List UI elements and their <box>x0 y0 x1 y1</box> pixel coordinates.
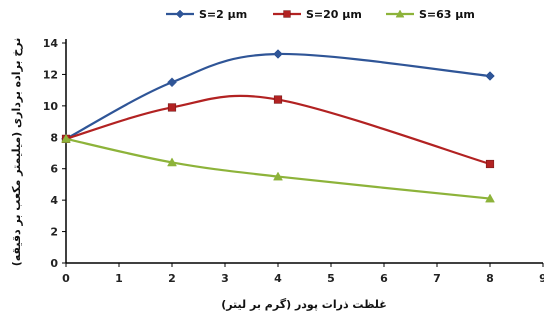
x-tick-label: 4 <box>274 272 282 285</box>
legend-item-1: S=20 µm <box>273 8 362 21</box>
series-layer <box>61 49 495 203</box>
y-tick-label: 12 <box>43 68 58 81</box>
data-point-2-0 <box>61 133 71 143</box>
legend-marker-1 <box>283 10 291 18</box>
data-point-1-1 <box>167 103 177 112</box>
data-point-1-3 <box>485 159 495 169</box>
data-point-2-1 <box>167 157 177 167</box>
x-tick-label: 9 <box>539 272 544 285</box>
y-tick-label: 4 <box>50 194 58 207</box>
series-line-2 <box>65 137 491 200</box>
x-tick-label: 5 <box>327 272 335 285</box>
data-point-0-2 <box>273 49 283 59</box>
y-tick-label: 8 <box>50 131 58 144</box>
x-tick-label: 8 <box>486 272 494 285</box>
series-2 <box>61 133 495 203</box>
y-axis-label: نرخ براده برداری (میلیمتر مکعب بر دقیقه) <box>10 38 23 267</box>
data-point-0-3 <box>485 71 495 81</box>
legend-label-0: S=2 µm <box>199 8 247 21</box>
legend: S=2 µm S=20 µm S=63 µm <box>166 8 475 21</box>
legend-item-2: S=63 µm <box>386 8 475 21</box>
x-tick-label: 7 <box>433 272 441 285</box>
legend-label-1: S=20 µm <box>306 8 362 21</box>
legend-marker-2 <box>395 9 405 18</box>
legend-label-2: S=63 µm <box>419 8 475 21</box>
y-tick-label: 14 <box>43 37 59 50</box>
x-tick-label: 0 <box>62 272 70 285</box>
legend-marker-0 <box>175 9 185 19</box>
series-line-0 <box>65 52 491 140</box>
data-point-0-1 <box>167 77 177 88</box>
y-tick-label: 6 <box>50 163 58 176</box>
y-tick-label: 2 <box>50 226 58 239</box>
data-point-2-3 <box>485 193 495 203</box>
y-tick-label: 10 <box>43 100 59 113</box>
data-point-2-2 <box>273 171 283 181</box>
x-tick-label: 1 <box>115 272 123 285</box>
x-tick-label: 2 <box>168 272 176 285</box>
legend-item-0: S=2 µm <box>166 8 247 21</box>
x-tick-label: 3 <box>221 272 229 285</box>
series-line-1 <box>65 94 491 166</box>
x-axis-label: غلظت ذرات پودر (گرم بر لیتر) <box>221 298 387 311</box>
x-tick-label: 6 <box>380 272 388 285</box>
data-point-1-2 <box>273 95 283 104</box>
y-tick-label: 0 <box>50 257 58 270</box>
series-1 <box>61 94 495 169</box>
